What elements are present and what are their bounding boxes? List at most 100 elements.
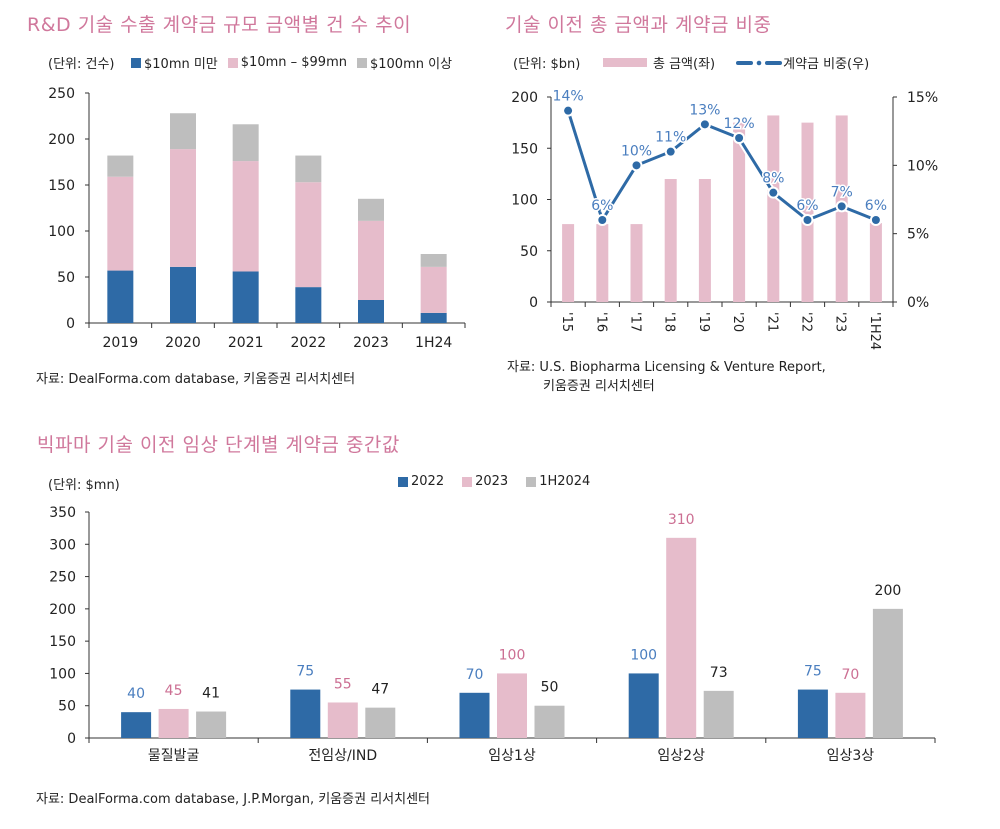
legend-item: $10mn 미만: [131, 53, 218, 72]
x-tick-label: 임상1상: [488, 748, 536, 764]
bar: [872, 608, 903, 738]
chart3-unit-label: (단위: $mn): [48, 478, 120, 493]
x-tick-label: 1H24: [415, 335, 452, 351]
left-y-tick-label: 50: [520, 244, 538, 260]
chart1-source: 자료: DealForma.com database, 키움증권 리서치센터: [36, 372, 356, 387]
x-tick-label: 임상2상: [657, 748, 705, 764]
x-tick-label: 2023: [353, 335, 389, 351]
bar-segment: [358, 198, 384, 221]
chart3-legend: 2022 2023 1H2024: [398, 474, 600, 489]
bar-segment: [232, 124, 259, 162]
x-tick-label: 2020: [165, 335, 201, 351]
x-tick-label: 전임상/IND: [308, 748, 377, 764]
chart2-legend: 총 금액(좌) 계약금 비중(우): [603, 53, 879, 72]
y-tick-label: 300: [49, 537, 76, 553]
y-tick-label: 350: [49, 505, 76, 521]
bar-segment: [170, 266, 196, 323]
bar: [196, 711, 227, 738]
legend-swatch: [398, 476, 408, 487]
data-label: 6%: [865, 198, 887, 214]
y-tick-label: 250: [48, 86, 75, 102]
bar: [869, 223, 882, 302]
bar: [698, 179, 711, 302]
x-tick-label: '22: [799, 312, 814, 332]
chart1-legend: $10mn 미만 $10mn – $99mn $100mn 이상: [131, 53, 462, 72]
x-tick-label: 2021: [228, 335, 264, 351]
left-y-tick-label: 200: [511, 90, 538, 106]
x-tick-label: '1H24: [867, 312, 882, 350]
legend-label: 1H2024: [539, 474, 591, 489]
legend-label: $10mn – $99mn: [240, 55, 347, 70]
legend-item: $10mn – $99mn: [227, 55, 347, 70]
line-marker: [837, 202, 846, 211]
bar-segment: [295, 182, 322, 288]
y-tick-label: 250: [49, 570, 76, 586]
legend-swatch: [526, 476, 537, 487]
bar-segment: [170, 149, 196, 267]
bar-segment: [232, 271, 259, 323]
line-marker: [700, 120, 709, 129]
y-tick-label: 50: [58, 699, 76, 715]
legend-label: 총 금액(좌): [653, 57, 716, 72]
right-y-tick-label: 0%: [907, 295, 929, 311]
legend-item: 2022: [398, 474, 444, 489]
x-tick-label: 2019: [103, 335, 139, 351]
bar-segment: [232, 161, 259, 272]
x-tick-label: '23: [833, 312, 848, 332]
legend-label: 2023: [475, 474, 509, 489]
data-label: 100: [499, 647, 526, 663]
chart1-title: R&D 기술 수출 계약금 규모 금액별 건 수 추이: [27, 14, 412, 36]
chart1-unit-label: (단위: 건수): [48, 57, 115, 72]
y-tick-label: 0: [67, 731, 76, 747]
data-label: 200: [875, 583, 902, 599]
bar: [290, 689, 321, 738]
bar: [666, 537, 697, 738]
bar-segment: [107, 270, 134, 323]
data-label: 70: [466, 667, 484, 683]
y-tick-label: 200: [48, 132, 75, 148]
x-tick-label: '16: [593, 312, 608, 332]
chart2-source: 자료: U.S. Biopharma Licensing & Venture R…: [507, 358, 826, 396]
chart2-source-line2: 키움증권 리서치센터: [543, 379, 655, 394]
bar: [158, 708, 189, 738]
legend-item: 계약금 비중(우): [736, 53, 869, 72]
data-label: 6%: [796, 198, 818, 214]
line-marker: [666, 147, 675, 156]
data-label: 6%: [591, 198, 613, 214]
left-y-tick-label: 150: [511, 141, 538, 157]
line-marker: [632, 161, 641, 170]
data-label: 13%: [689, 102, 720, 118]
bar-segment: [358, 220, 384, 300]
y-tick-label: 0: [66, 316, 75, 332]
data-label: 70: [841, 667, 859, 683]
bar: [733, 122, 746, 302]
data-label: 8%: [762, 171, 784, 187]
data-label: 40: [127, 686, 145, 702]
x-tick-label: '17: [628, 312, 643, 332]
y-tick-label: 200: [49, 602, 76, 618]
data-label: 50: [541, 680, 559, 696]
x-tick-label: '20: [730, 312, 745, 332]
x-tick-label: '19: [696, 312, 711, 332]
line-marker: [871, 216, 880, 224]
bar-segment: [107, 176, 134, 271]
data-label: 73: [710, 665, 728, 681]
share-line: [566, 110, 877, 222]
right-y-tick-label: 5%: [907, 227, 929, 243]
data-label: 47: [371, 682, 389, 698]
bar: [630, 224, 643, 302]
bar: [596, 224, 609, 302]
data-label: 75: [296, 664, 314, 680]
bar: [562, 224, 575, 302]
x-tick-label: '15: [559, 312, 574, 332]
y-tick-label: 50: [57, 270, 75, 286]
legend-swatch: [131, 57, 141, 68]
legend-item: 1H2024: [526, 474, 590, 489]
right-y-tick-label: 10%: [907, 158, 938, 174]
bar: [797, 689, 828, 738]
data-label: 100: [630, 647, 657, 663]
bar-segment: [420, 312, 447, 323]
